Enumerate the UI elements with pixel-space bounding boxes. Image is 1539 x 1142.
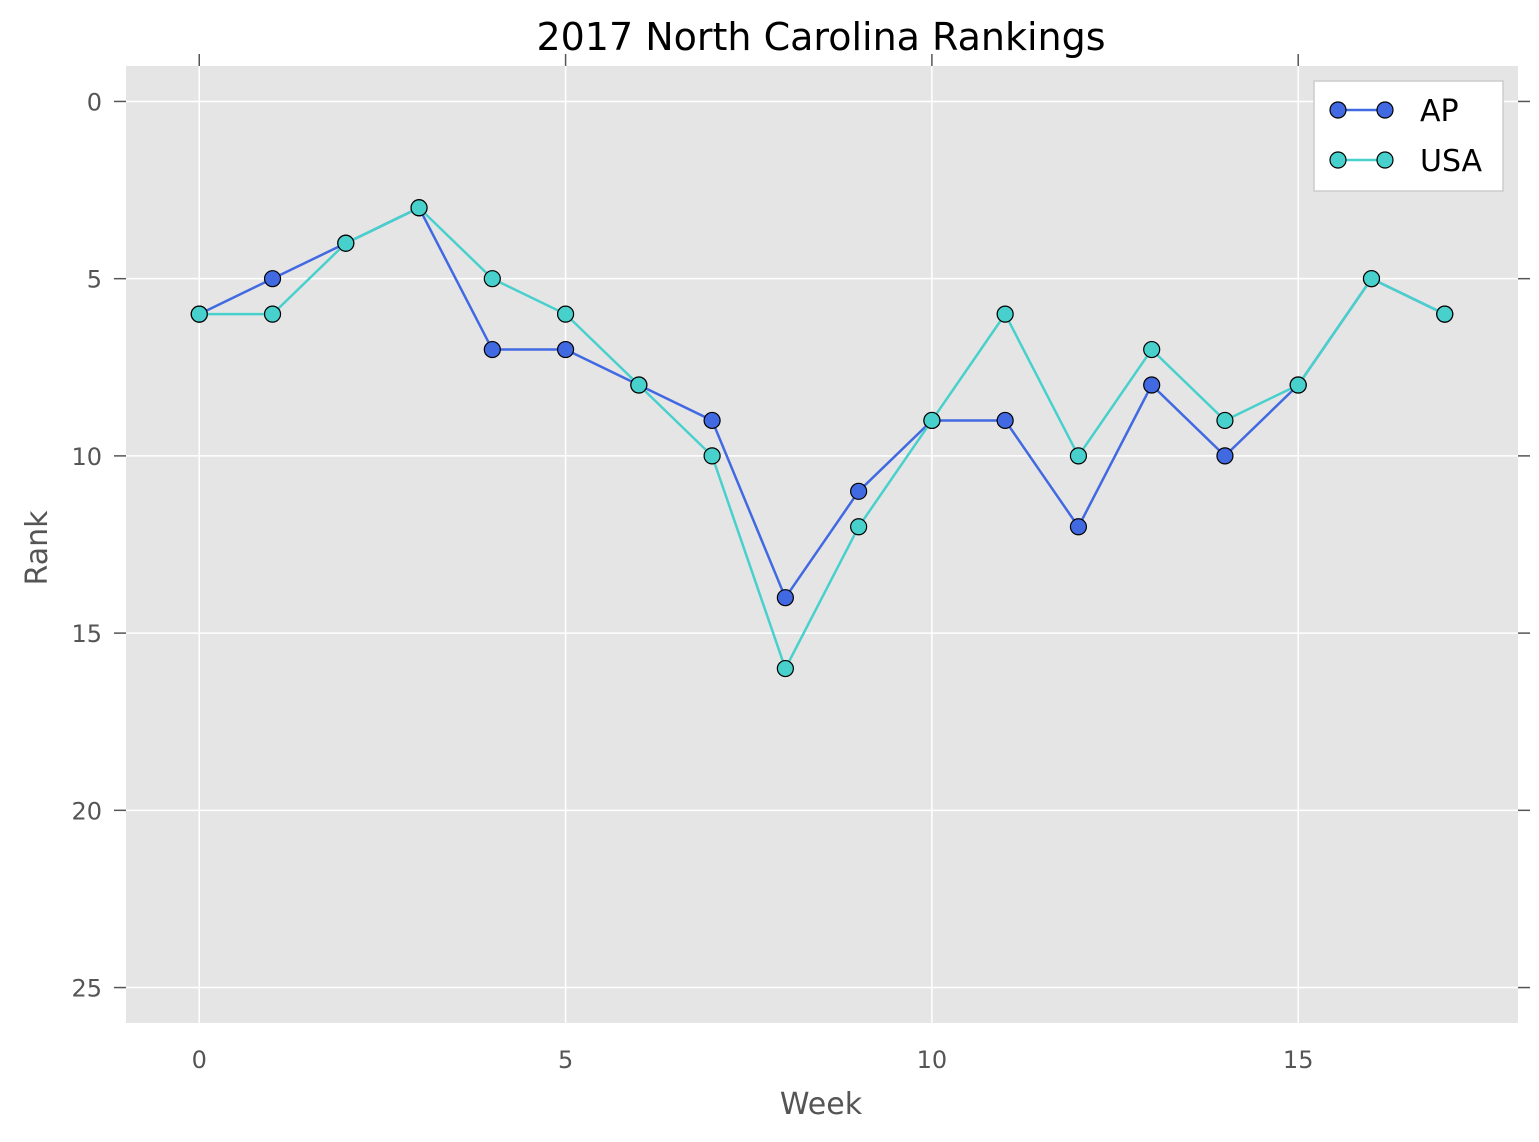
x-tick-label: 10 <box>917 1046 948 1074</box>
y-tick-label: 15 <box>71 620 102 648</box>
data-point-usa <box>630 376 648 394</box>
data-point-ap <box>483 340 501 359</box>
legend-marker <box>1329 151 1347 169</box>
x-tick-label: 15 <box>1283 1046 1314 1074</box>
data-point-ap <box>1069 518 1088 536</box>
data-point-ap <box>996 411 1014 430</box>
data-point-ap <box>703 411 721 430</box>
legend-label: AP <box>1420 94 1459 129</box>
y-axis-label: Rank <box>20 510 55 586</box>
y-tick-label: 20 <box>71 797 102 825</box>
x-axis-label: Week <box>780 1087 863 1122</box>
legend-marker <box>1376 151 1394 169</box>
y-tick-label: 25 <box>71 975 102 1003</box>
legend-marker <box>1376 101 1394 119</box>
data-point-ap <box>556 340 575 359</box>
data-point-usa <box>1289 376 1307 394</box>
data-point-usa <box>703 447 721 465</box>
data-point-usa <box>190 305 208 323</box>
data-point-usa <box>337 234 355 252</box>
legend-entry-ap: AP <box>1329 94 1459 129</box>
x-tick-label: 5 <box>558 1046 573 1074</box>
data-point-usa <box>410 199 428 217</box>
legend-label: USA <box>1420 144 1483 179</box>
data-point-ap <box>1216 447 1234 465</box>
data-point-usa <box>1069 447 1088 465</box>
legend-marker <box>1329 101 1347 119</box>
data-point-usa <box>1216 411 1234 430</box>
data-point-usa <box>1362 270 1381 288</box>
data-point-usa <box>1436 305 1454 323</box>
series-line-usa <box>199 206 1446 672</box>
y-tick-label: 10 <box>71 443 102 471</box>
data-point-usa <box>923 411 941 430</box>
series <box>190 199 1454 678</box>
data-point-ap <box>776 589 794 607</box>
chart-title: 2017 North Carolina Rankings <box>536 15 1105 59</box>
legend: AP USA <box>1313 80 1504 192</box>
x-tick-label: 0 <box>192 1046 207 1074</box>
gridlines <box>126 66 1518 1023</box>
data-point-usa <box>263 305 282 323</box>
data-point-usa <box>1143 340 1161 359</box>
y-tick-label: 5 <box>87 266 102 294</box>
legend-entry-usa: USA <box>1329 144 1483 179</box>
data-point-usa <box>776 659 794 678</box>
data-point-ap <box>850 482 868 500</box>
y-tick-label: 0 <box>87 88 102 116</box>
series-usa <box>190 199 1454 678</box>
data-point-usa <box>996 305 1014 323</box>
data-point-usa <box>850 518 868 536</box>
data-point-ap <box>263 270 282 288</box>
data-point-usa <box>483 270 501 288</box>
data-point-usa <box>556 305 575 323</box>
data-point-ap <box>1143 376 1161 394</box>
axis-ticks: 0 5 10 15 0 5 10 15 20 25 <box>71 54 1530 1074</box>
legend-box <box>1313 80 1504 192</box>
